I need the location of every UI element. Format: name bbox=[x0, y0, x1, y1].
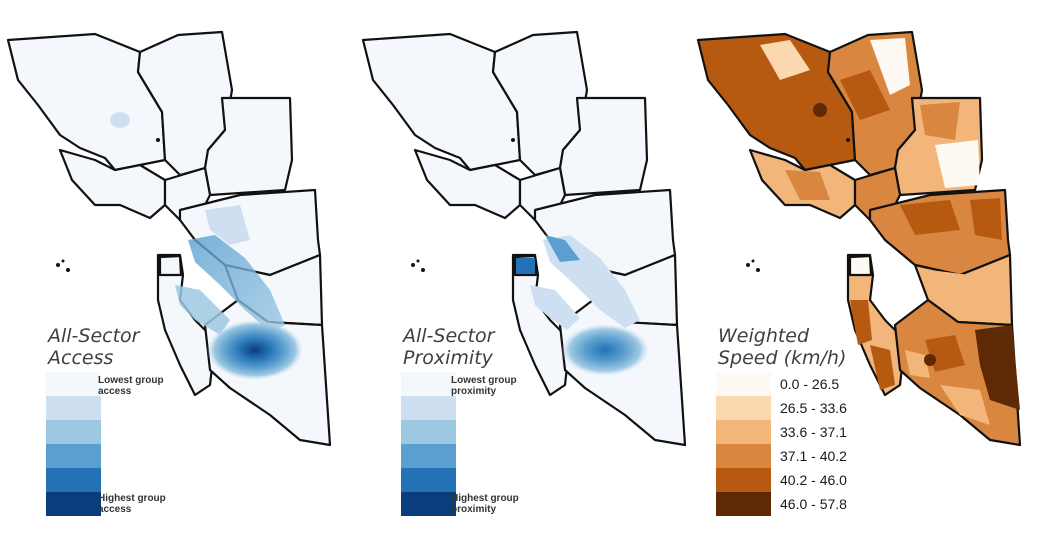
proximity-legend-high-label: Highest group proximity bbox=[451, 493, 519, 515]
legend-swatch-5 bbox=[46, 468, 101, 492]
legend-swatch-3 bbox=[716, 420, 771, 444]
legend-swatch-1 bbox=[716, 372, 771, 396]
legend-range-label: 33.6 - 37.1 bbox=[780, 424, 847, 440]
legend-swatch-1 bbox=[401, 372, 456, 396]
access-legend-high-label: Highest group access bbox=[98, 493, 166, 515]
legend-swatch-4 bbox=[716, 444, 771, 468]
legend-swatch-4 bbox=[46, 444, 101, 468]
speed-legend-swatches bbox=[716, 372, 771, 516]
legend-swatch-2 bbox=[716, 396, 771, 420]
legend-range-label: 0.0 - 26.5 bbox=[780, 376, 840, 392]
legend-swatch-4 bbox=[401, 444, 456, 468]
access-legend-title: All-Sector Access bbox=[48, 325, 140, 369]
county-city bbox=[848, 254, 873, 277]
speed-legend-title: Weighted Speed (km/h) bbox=[718, 325, 847, 369]
proximity-legend-low-label: Lowest group proximity bbox=[451, 375, 517, 397]
legend-swatch-5 bbox=[401, 468, 456, 492]
legend-range-label: 37.1 - 40.2 bbox=[780, 448, 847, 464]
legend-swatch-3 bbox=[46, 420, 101, 444]
legend-swatch-3 bbox=[401, 420, 456, 444]
proximity-map bbox=[361, 30, 687, 447]
access-map-panel: All-Sector Access Lowest group access Hig… bbox=[0, 0, 345, 553]
proximity-legend-swatches bbox=[401, 372, 456, 516]
legend-swatch-6 bbox=[401, 492, 456, 516]
speed-map-panel: Weighted Speed (km/h) 0.0 - 26.5 26.5 - 3… bbox=[690, 0, 1035, 553]
legend-swatch-2 bbox=[46, 396, 101, 420]
legend-range-label: 46.0 - 57.8 bbox=[780, 496, 847, 512]
proximity-map-panel: All-Sector Proximity Lowest group proximi… bbox=[355, 0, 700, 553]
speed-patches bbox=[760, 38, 1020, 425]
legend-swatch-2 bbox=[401, 396, 456, 420]
legend-swatch-6 bbox=[716, 492, 771, 516]
access-hotspots bbox=[110, 112, 303, 380]
legend-range-label: 40.2 - 46.0 bbox=[780, 472, 847, 488]
county-city bbox=[158, 254, 183, 277]
access-legend-swatches bbox=[46, 372, 101, 516]
proximity-legend-title: All-Sector Proximity bbox=[403, 325, 495, 369]
legend-range-label: 26.5 - 33.6 bbox=[780, 400, 847, 416]
access-map bbox=[6, 30, 332, 447]
legend-swatch-5 bbox=[716, 468, 771, 492]
access-legend-low-label: Lowest group access bbox=[98, 375, 164, 397]
legend-swatch-6 bbox=[46, 492, 101, 516]
islands bbox=[56, 138, 160, 272]
speed-legend-ranges: 0.0 - 26.5 26.5 - 33.6 33.6 - 37.1 37.1 - 4… bbox=[780, 372, 847, 516]
legend-swatch-1 bbox=[46, 372, 101, 396]
speed-map bbox=[696, 30, 1022, 447]
proximity-hotspots bbox=[516, 235, 649, 376]
